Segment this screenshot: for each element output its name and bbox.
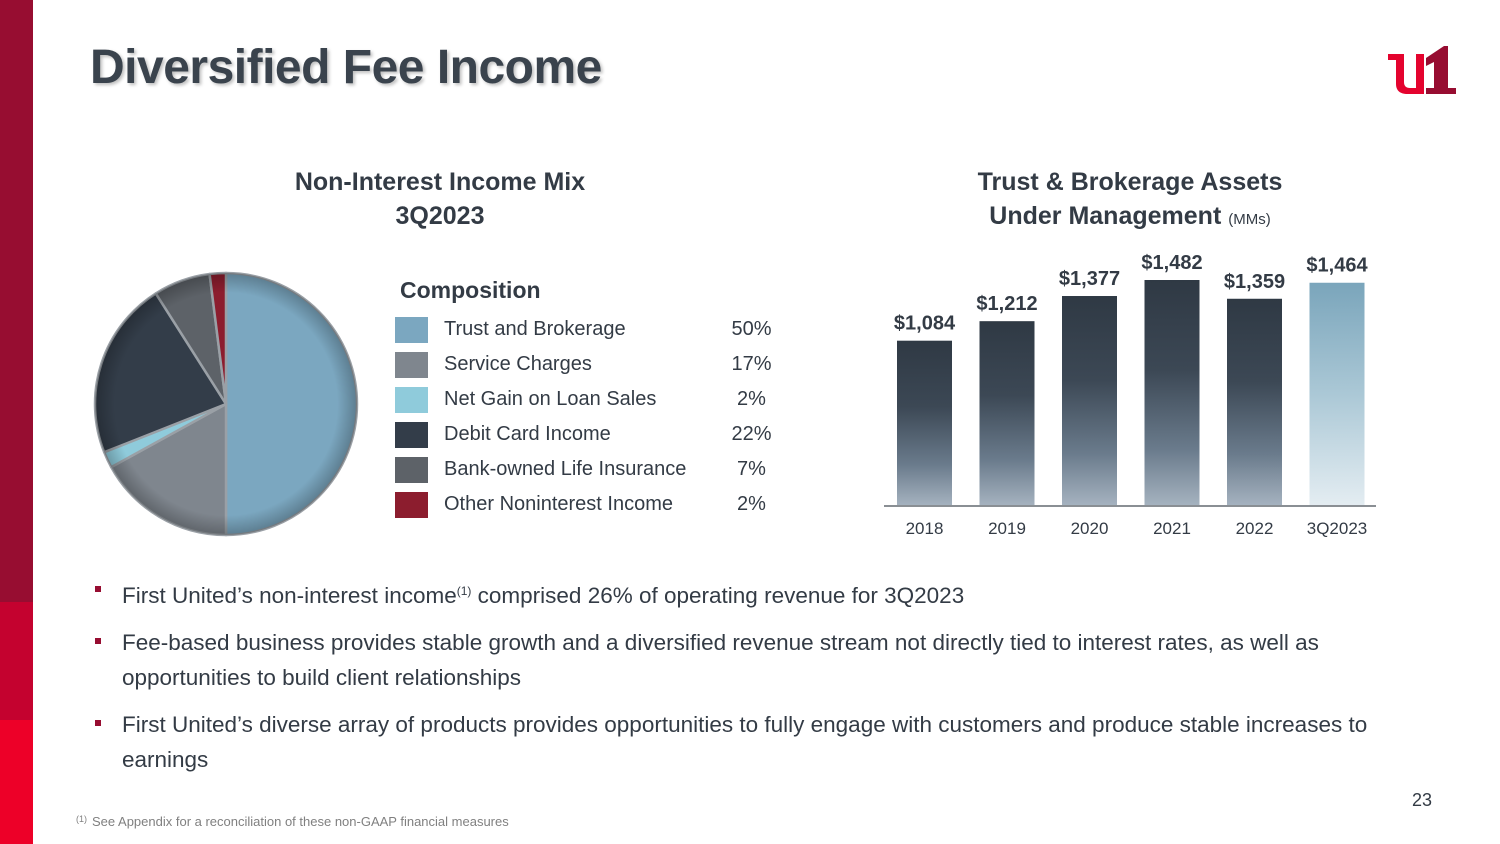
bullet-text: First United’s non-interest income(1) co… (122, 576, 964, 611)
pie-bevel-shade (95, 273, 357, 535)
legend-title: Composition (400, 277, 541, 303)
pie-title-line2: 3Q2023 (395, 202, 485, 230)
legend-value: 7% (737, 458, 766, 480)
legend-label: Bank-owned Life Insurance (444, 458, 687, 480)
slide-title: Diversified Fee Income (90, 41, 602, 94)
legend-item: Net Gain on Loan Sales 2% (395, 382, 774, 417)
bullet-list: First United’s non-interest income(1) co… (95, 576, 1435, 792)
x-tick-label: 2020 (1071, 519, 1109, 538)
legend-item: Trust and Brokerage 50% (395, 312, 774, 347)
legend-swatch (395, 351, 428, 378)
footnote-text: See Appendix for a reconciliation of the… (92, 814, 509, 829)
legend-item: Bank-owned Life Insurance 7% (395, 452, 774, 487)
legend-value: 22% (731, 423, 772, 445)
legend-label: Net Gain on Loan Sales (444, 388, 657, 410)
x-tick-label: 2019 (988, 519, 1026, 538)
legend-value: 50% (731, 318, 772, 340)
x-tick-label: 2018 (906, 519, 944, 538)
bullet-text-continued: comprised 26% of operating revenue for 3… (471, 583, 965, 608)
square-bullet-icon (95, 720, 101, 726)
square-bullet-icon (95, 638, 101, 644)
legend-item: Service Charges 17% (395, 347, 774, 382)
legend-swatch (395, 316, 428, 343)
footnote-reference: (1) (456, 584, 472, 598)
x-tick-label: 2022 (1236, 519, 1274, 538)
legend-swatch (395, 491, 428, 518)
legend-label: Debit Card Income (444, 423, 611, 445)
pie-legend: Composition Trust and Brokerage 50% Servic… (395, 277, 774, 522)
legend-item: Other Noninterest Income 2% (395, 487, 774, 522)
bullet-text-main: First United’s diverse array of products… (122, 712, 1368, 772)
x-tick-label: 3Q2023 (1307, 519, 1368, 538)
bar-chart-title: Trust & Brokerage Assets Under Managemen… (900, 165, 1360, 237)
bar-value-label: $1,377 (1059, 268, 1120, 290)
bullet-text: First United’s diverse array of products… (122, 710, 1435, 775)
legend-swatch (395, 386, 428, 413)
bar-3q2023 (1309, 282, 1365, 506)
legend-swatch (395, 421, 428, 448)
legend-label: Trust and Brokerage (444, 318, 626, 340)
bar-title-line2: Under Management (MMs) (900, 199, 1360, 237)
bar-value-label: $1,359 (1224, 271, 1285, 293)
pie-chart-title: Non-Interest Income Mix 3Q2023 (240, 165, 640, 233)
legend-label: Other Noninterest Income (444, 493, 673, 515)
bar-title-unit: (MMs) (1228, 211, 1271, 228)
legend-swatch (395, 456, 428, 483)
side-bar-segment-dark (0, 0, 33, 602)
bar-2022 (1227, 298, 1282, 506)
legend-value: 2% (737, 388, 766, 410)
company-logo-icon (1388, 46, 1456, 94)
brand-side-bar (0, 0, 33, 844)
bar-value-label: $1,084 (894, 313, 956, 335)
bar-title-line1: Trust & Brokerage Assets (977, 168, 1283, 196)
square-bullet-icon (95, 586, 101, 592)
bar-2019 (979, 321, 1035, 506)
bullet-text: Fee-based business provides stable growt… (122, 628, 1435, 693)
footnote-marker: (1) (76, 814, 87, 824)
bullet-item: First United’s diverse array of products… (95, 710, 1435, 775)
x-tick-label: 2021 (1153, 519, 1191, 538)
legend-value: 17% (731, 353, 772, 375)
pie-title-line1: Non-Interest Income Mix (294, 168, 586, 196)
bar-value-label: $1,482 (1141, 252, 1202, 274)
page-number: 23 (1412, 790, 1433, 810)
bullet-item: Fee-based business provides stable growt… (95, 628, 1435, 693)
side-bar-segment-bright (0, 720, 33, 844)
bar-value-label: $1,212 (976, 293, 1037, 315)
bullet-text-main: Fee-based business provides stable growt… (122, 630, 1319, 690)
bar-value-label: $1,464 (1306, 255, 1368, 277)
bar-2018 (897, 340, 952, 506)
footnote: (1) See Appendix for a reconciliation of … (76, 814, 509, 829)
bar-2021 (1144, 280, 1200, 506)
income-mix-pie-chart (93, 271, 359, 537)
bar-2020 (1062, 296, 1117, 506)
aum-bar-chart: $1,084 2018 $1,212 2019 $1,377 2020 $1,482 2021… (884, 252, 1376, 538)
legend-item: Debit Card Income 22% (395, 417, 774, 452)
bullet-text-main: First United’s non-interest income (122, 583, 457, 608)
bar-title-text: Under Management (989, 202, 1222, 230)
legend-value: 2% (737, 493, 766, 515)
legend-label: Service Charges (444, 353, 592, 375)
bullet-item: First United’s non-interest income(1) co… (95, 576, 1435, 611)
side-bar-segment-mid (0, 602, 33, 720)
